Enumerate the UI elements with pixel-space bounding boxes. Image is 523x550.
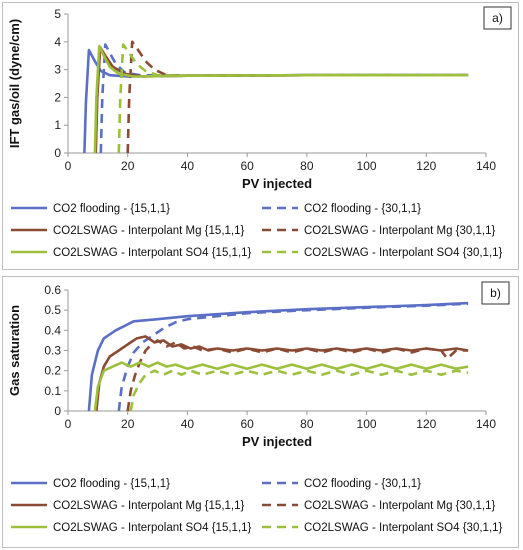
series-line	[94, 46, 469, 154]
x-tick-label: 140	[476, 417, 496, 431]
panel-label-box	[481, 281, 510, 305]
series-line	[87, 301, 469, 412]
x-axis-title: PV injected	[242, 176, 312, 191]
x-tick-label: 80	[300, 417, 314, 431]
x-tick-label: 100	[357, 159, 377, 173]
legend-label: CO2 flooding - {15,1,1}	[53, 203, 170, 215]
legend-label: CO2LSWAG - Interpolant Mg {30,1,1}	[304, 225, 495, 237]
series-line	[117, 302, 469, 412]
series-line	[93, 361, 469, 412]
panel-label-box	[483, 6, 512, 30]
legend-label: CO2LSWAG - Interpolant SO4 {30,1,1}	[304, 522, 503, 534]
y-tick-label: 4	[54, 35, 61, 49]
panel-label: b)	[490, 286, 501, 300]
y-tick-label: 0.4	[44, 323, 61, 337]
x-tick-label: 80	[300, 159, 314, 173]
y-axis-title: IFT gas/oil (dyne/cm)	[7, 19, 22, 148]
legend-label: CO2 flooding - {30,1,1}	[304, 203, 421, 215]
y-tick-label: 3	[54, 63, 61, 77]
series-line	[99, 43, 469, 154]
chart-panel-ift: 0 20 40 60 80 100 120 140 0 1 2 3 4 5 PV injected IFT g…	[2, 2, 519, 270]
y-tick-label: 0	[54, 404, 61, 418]
series-line	[83, 48, 469, 154]
x-tick-label: 0	[65, 417, 72, 431]
series-line	[117, 43, 469, 154]
ift-chart-svg: 0 20 40 60 80 100 120 140 0 1 2 3 4 5 PV injected IFT g…	[7, 6, 512, 259]
legend-label: CO2LSWAG - Interpolant SO4 {15,1,1}	[53, 247, 252, 259]
legend-label: CO2 flooding - {30,1,1}	[304, 478, 421, 490]
x-tick-label: 40	[181, 417, 195, 431]
series-line	[93, 44, 469, 154]
y-tick-label: 2	[54, 90, 61, 104]
legend-label: CO2LSWAG - Interpolant Mg {15,1,1}	[53, 225, 244, 237]
y-tick-label: 5	[54, 7, 61, 21]
x-tick-label: 60	[240, 417, 254, 431]
y-tick-label: 0	[54, 146, 61, 160]
x-tick-label: 60	[240, 159, 254, 173]
x-tick-label: 40	[181, 159, 195, 173]
legend-label: CO2LSWAG - Interpolant SO4 {15,1,1}	[53, 522, 252, 534]
x-tick-label: 20	[121, 159, 135, 173]
x-axis-title: PV injected	[242, 434, 312, 449]
series-line	[126, 339, 469, 412]
y-axis-title: Gas saturation	[7, 305, 22, 396]
x-tick-label: 0	[65, 159, 72, 173]
x-tick-label: 120	[416, 417, 436, 431]
gas-saturation-chart-svg: 0 20 40 60 80 100 120 140 0 0.1 0.2 0.3 0.4 0.5 0.6 PV …	[7, 281, 510, 534]
y-tick-label: 0.5	[44, 303, 61, 317]
y-tick-label: 0.6	[44, 283, 61, 297]
y-tick-label: 0.1	[44, 384, 61, 398]
y-tick-label: 0.3	[44, 344, 61, 358]
x-tick-label: 140	[476, 159, 496, 173]
series-line	[126, 40, 469, 154]
series-line	[95, 335, 469, 412]
chart-panel-gas-saturation: 0 20 40 60 80 100 120 140 0 0.1 0.2 0.3 0.4 0.5 0.6 PV …	[2, 276, 519, 548]
y-tick-label: 1	[54, 118, 61, 132]
legend-label: CO2LSWAG - Interpolant SO4 {30,1,1}	[304, 247, 503, 259]
legend-label: CO2LSWAG - Interpolant Mg {15,1,1}	[53, 500, 244, 512]
x-tick-label: 20	[121, 417, 135, 431]
legend-label: CO2LSWAG - Interpolant Mg {30,1,1}	[304, 500, 495, 512]
panel-label: a)	[492, 11, 503, 25]
y-tick-label: 0.2	[44, 364, 61, 378]
series-line	[129, 369, 469, 412]
x-tick-label: 100	[357, 417, 377, 431]
legend-label: CO2 flooding - {15,1,1}	[53, 478, 170, 490]
x-tick-label: 120	[416, 159, 436, 173]
